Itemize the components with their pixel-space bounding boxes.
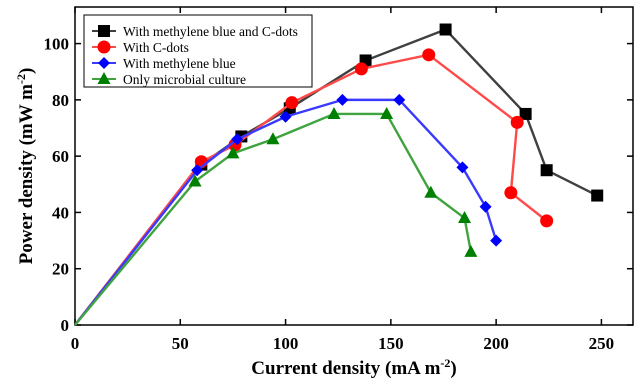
y-tick-label: 0: [61, 316, 70, 335]
axis-ticks: 0 50 100 150 200 250 0 20 40 60 80 100: [44, 7, 633, 353]
series-line: [74, 112, 473, 326]
triangle-marker: [380, 106, 394, 119]
x-tick-label: 0: [71, 334, 80, 353]
series-layer: [74, 23, 604, 326]
square-marker: [591, 189, 604, 202]
y-axis-title: Power density (mW m-2): [14, 68, 37, 265]
diamond-marker: [191, 164, 204, 177]
legend-square-marker: [98, 25, 110, 37]
circle-marker: [285, 96, 299, 110]
x-tick-label: 100: [273, 334, 299, 353]
y-tick-label: 40: [52, 203, 69, 222]
diamond-marker: [393, 93, 406, 106]
x-tick-label: 250: [589, 334, 615, 353]
legend-label: With methylene blue and C-dots: [123, 24, 298, 39]
circle-marker: [510, 115, 524, 129]
y-tick-label: 80: [52, 91, 69, 110]
x-tick-label: 50: [172, 334, 189, 353]
diamond-marker: [456, 161, 469, 174]
diamond-marker: [231, 133, 244, 146]
plot-frame: [74, 6, 634, 326]
square-marker: [519, 107, 532, 120]
legend-diamond-marker: [98, 57, 110, 69]
diamond-marker: [479, 200, 492, 213]
series-group: [74, 106, 478, 326]
legend-triangle-marker: [97, 72, 111, 84]
y-tick-label: 20: [52, 260, 69, 279]
triangle-marker: [226, 146, 240, 159]
triangle-marker: [424, 185, 438, 198]
triangle-marker: [327, 106, 341, 119]
legend-circle-marker: [97, 40, 111, 54]
series-group: [74, 48, 554, 326]
series-group: [74, 93, 503, 326]
x-axis-title: Current density (mA m-2): [251, 356, 456, 379]
y-tick-label: 100: [44, 35, 70, 54]
diamond-marker: [490, 234, 503, 247]
square-marker: [439, 23, 452, 36]
square-marker: [540, 164, 553, 177]
circle-marker: [354, 62, 368, 76]
triangle-marker: [464, 244, 478, 257]
y-tick-label: 60: [52, 147, 69, 166]
legend-label: Only microbial culture: [123, 72, 246, 87]
circle-marker: [540, 214, 554, 228]
x-tick-label: 200: [483, 334, 509, 353]
diamond-marker: [279, 110, 292, 123]
triangle-marker: [188, 174, 202, 187]
legend-label: With methylene blue: [123, 56, 236, 71]
x-tick-label: 150: [378, 334, 404, 353]
triangle-marker: [266, 132, 280, 145]
triangle-marker: [458, 211, 472, 224]
circle-marker: [422, 48, 436, 62]
diamond-marker: [336, 93, 349, 106]
legend-label: With C-dots: [123, 40, 189, 55]
legend-box: [83, 14, 313, 88]
circle-marker: [504, 186, 518, 200]
